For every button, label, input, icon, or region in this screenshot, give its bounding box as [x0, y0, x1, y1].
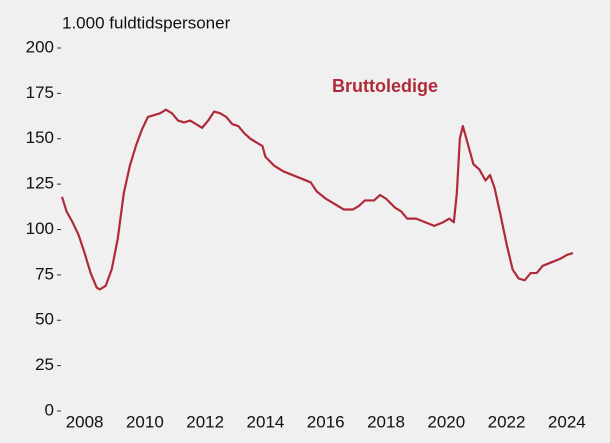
y-tick-label: 150: [26, 128, 54, 147]
y-axis-label: 1.000 fuldtidspersoner: [62, 13, 231, 32]
y-tick-label: 200: [26, 37, 54, 56]
y-tick-label: 75: [35, 264, 54, 283]
y-tick-label: 175: [26, 83, 54, 102]
y-tick-label: 100: [26, 219, 54, 238]
x-tick-label: 2020: [427, 412, 465, 431]
data-line: [60, 108, 574, 291]
x-tick-label: 2024: [548, 412, 586, 431]
y-tick-label: 25: [35, 355, 54, 374]
x-tick-label: 2008: [66, 412, 104, 431]
y-tick-label: 50: [35, 310, 54, 329]
annotation: Bruttoledige: [332, 76, 438, 96]
y-tick-label: 0: [45, 400, 54, 419]
x-tick-label: 2010: [126, 412, 164, 431]
x-tick-label: 2022: [488, 412, 526, 431]
x-tick-label: 2012: [186, 412, 224, 431]
x-tick-label: 2014: [247, 412, 285, 431]
x-tick-label: 2016: [307, 412, 345, 431]
x-tick-label: 2018: [367, 412, 405, 431]
y-tick-label: 125: [26, 174, 54, 193]
